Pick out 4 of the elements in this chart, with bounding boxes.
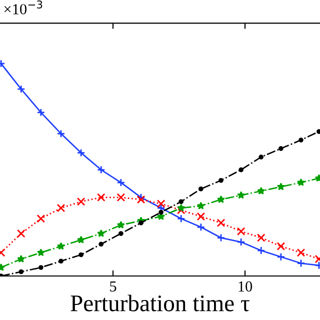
x-axis-title: Perturbation time τ: [70, 294, 250, 312]
x-tick-label: 5: [110, 281, 116, 292]
x-tick-label: 10: [238, 281, 252, 292]
text: ×10$^{−3}$: [4, 0, 42, 14]
